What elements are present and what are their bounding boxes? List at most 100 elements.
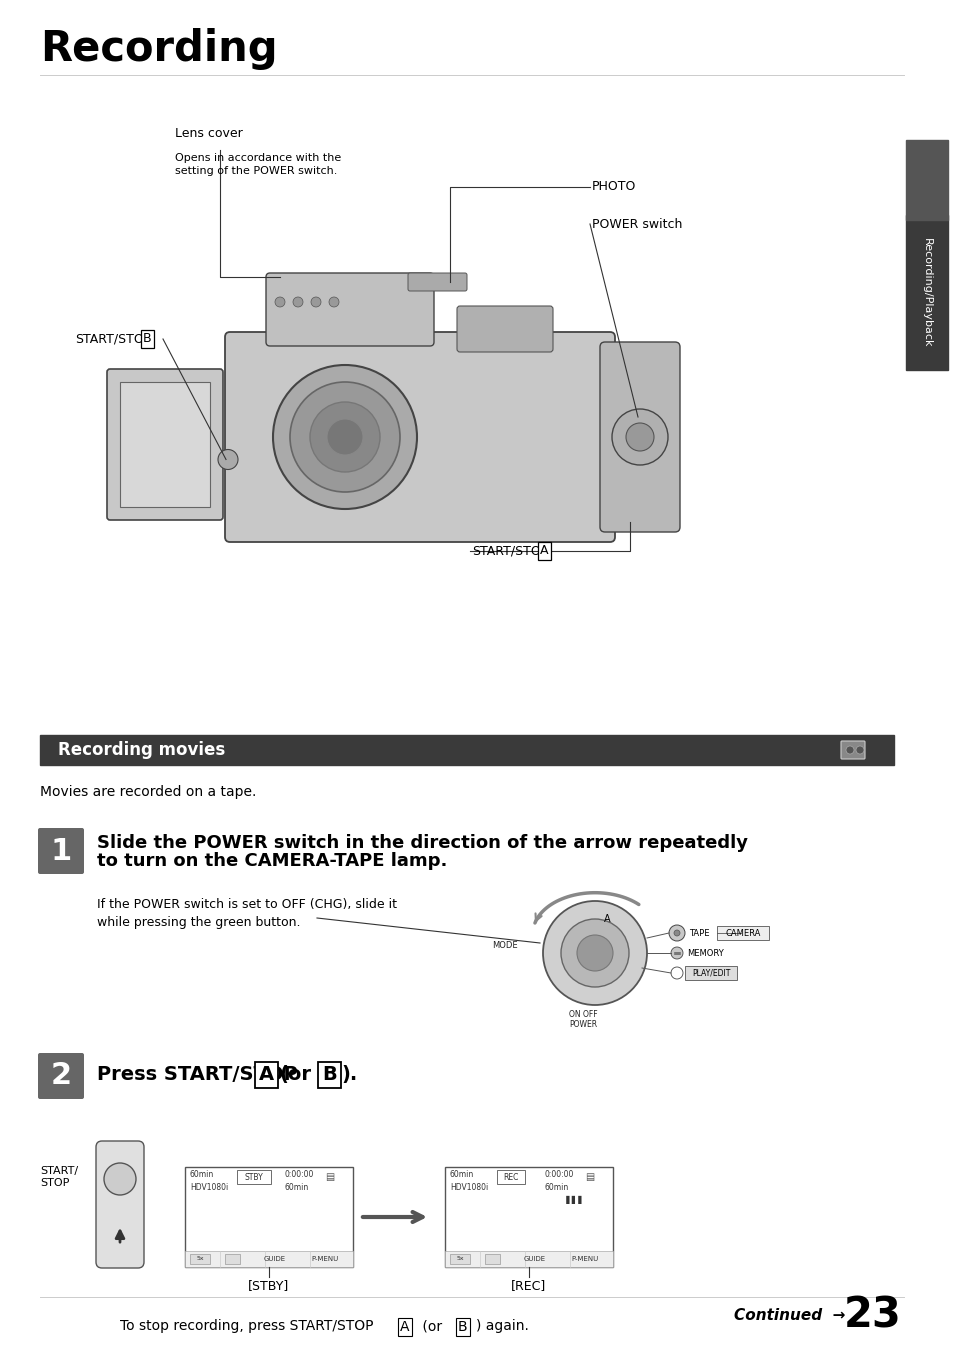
Text: GUIDE: GUIDE: [264, 1257, 286, 1262]
Bar: [484, 1254, 499, 1263]
Bar: [684, 966, 737, 980]
Text: HDV1080i: HDV1080i: [450, 1183, 488, 1191]
Circle shape: [273, 365, 416, 509]
Bar: [120, 383, 210, 508]
FancyBboxPatch shape: [266, 273, 434, 346]
Circle shape: [612, 408, 667, 465]
Text: GUIDE: GUIDE: [523, 1257, 545, 1262]
Text: Movies are recorded on a tape.: Movies are recorded on a tape.: [40, 784, 256, 799]
Circle shape: [104, 1163, 136, 1196]
Text: (or: (or: [278, 1065, 311, 1084]
Bar: [717, 925, 768, 940]
FancyBboxPatch shape: [599, 342, 679, 532]
Text: ON OFF
POWER: ON OFF POWER: [568, 1010, 597, 1030]
Text: Continued  →: Continued →: [733, 1308, 844, 1323]
Text: ▤: ▤: [325, 1172, 335, 1182]
Text: 0:00:00: 0:00:00: [544, 1170, 574, 1179]
Circle shape: [673, 930, 679, 936]
Text: [REC]: [REC]: [511, 1280, 546, 1292]
Text: [STBY]: [STBY]: [248, 1280, 290, 1292]
FancyBboxPatch shape: [96, 1141, 144, 1267]
Circle shape: [310, 402, 379, 472]
Text: P-MENU: P-MENU: [311, 1257, 338, 1262]
Text: REC: REC: [503, 1172, 518, 1182]
Bar: [185, 1167, 353, 1267]
Bar: [450, 1254, 470, 1263]
FancyBboxPatch shape: [38, 828, 84, 874]
Circle shape: [577, 935, 613, 972]
Bar: [497, 1170, 524, 1185]
Text: 60min: 60min: [190, 1170, 214, 1179]
Text: B: B: [322, 1065, 336, 1084]
Bar: [444, 1251, 613, 1267]
Circle shape: [625, 423, 654, 451]
Circle shape: [560, 919, 628, 987]
Text: MEMORY: MEMORY: [686, 949, 723, 958]
Circle shape: [290, 383, 399, 493]
Text: 60min: 60min: [544, 1183, 569, 1191]
Bar: [905, 214, 947, 370]
Text: TAPE: TAPE: [688, 928, 709, 938]
Text: ▐▐▐: ▐▐▐: [562, 1196, 582, 1204]
Text: ) again.: ) again.: [476, 1319, 528, 1333]
Text: 60min: 60min: [450, 1170, 474, 1179]
Bar: [236, 1170, 271, 1185]
Text: A: A: [603, 915, 610, 924]
FancyBboxPatch shape: [107, 369, 223, 520]
Bar: [225, 1254, 240, 1263]
Text: PLAY/EDIT: PLAY/EDIT: [691, 969, 729, 977]
FancyBboxPatch shape: [456, 305, 553, 351]
Text: to turn on the CAMERA-TAPE lamp.: to turn on the CAMERA-TAPE lamp.: [97, 852, 447, 870]
Text: ▤: ▤: [585, 1172, 594, 1182]
Text: Recording: Recording: [40, 28, 277, 71]
Circle shape: [670, 968, 682, 978]
Text: START/STOP: START/STOP: [472, 544, 548, 558]
Text: ).: ).: [340, 1065, 356, 1084]
Bar: [444, 1167, 613, 1267]
Text: Recording movies: Recording movies: [58, 741, 225, 759]
Circle shape: [670, 947, 682, 959]
Text: (or: (or: [417, 1319, 446, 1333]
Circle shape: [274, 297, 285, 307]
Text: Opens in accordance with the
setting of the POWER switch.: Opens in accordance with the setting of …: [174, 153, 341, 176]
Text: Press START/STOP: Press START/STOP: [97, 1065, 297, 1084]
Text: 60min: 60min: [285, 1183, 309, 1191]
Text: B: B: [457, 1320, 467, 1334]
Circle shape: [329, 297, 338, 307]
Text: 1: 1: [51, 836, 71, 866]
Circle shape: [311, 297, 320, 307]
Circle shape: [668, 925, 684, 940]
Text: PHOTO: PHOTO: [592, 180, 636, 194]
Bar: [40, 735, 893, 765]
Text: 2: 2: [51, 1061, 71, 1091]
Text: 5x: 5x: [456, 1257, 463, 1262]
Bar: [190, 1254, 210, 1263]
Text: START/
STOP: START/ STOP: [40, 1166, 78, 1189]
Text: Recording/Playback: Recording/Playback: [921, 237, 931, 347]
Circle shape: [845, 746, 853, 754]
Text: A: A: [258, 1065, 274, 1084]
Text: Slide the POWER switch in the direction of the arrow repeatedly: Slide the POWER switch in the direction …: [97, 835, 747, 852]
FancyBboxPatch shape: [408, 273, 467, 290]
Circle shape: [218, 449, 237, 470]
Text: A: A: [399, 1320, 409, 1334]
Bar: [185, 1251, 353, 1267]
Text: B: B: [143, 332, 152, 346]
Text: Lens cover: Lens cover: [174, 128, 242, 140]
FancyBboxPatch shape: [225, 332, 615, 541]
Circle shape: [855, 746, 863, 754]
Text: P-MENU: P-MENU: [571, 1257, 598, 1262]
FancyBboxPatch shape: [38, 1053, 84, 1099]
Text: STBY: STBY: [244, 1172, 263, 1182]
Text: 23: 23: [843, 1295, 901, 1337]
FancyBboxPatch shape: [841, 741, 864, 759]
Text: START/STOP: START/STOP: [75, 332, 152, 346]
Circle shape: [327, 419, 363, 455]
Text: 5x: 5x: [196, 1257, 204, 1262]
Bar: [905, 140, 947, 220]
Text: 0:00:00: 0:00:00: [285, 1170, 314, 1179]
Text: A: A: [539, 544, 548, 558]
Text: HDV1080i: HDV1080i: [190, 1183, 228, 1191]
Text: To stop recording, press START/STOP: To stop recording, press START/STOP: [120, 1319, 374, 1333]
Text: POWER switch: POWER switch: [592, 217, 681, 231]
